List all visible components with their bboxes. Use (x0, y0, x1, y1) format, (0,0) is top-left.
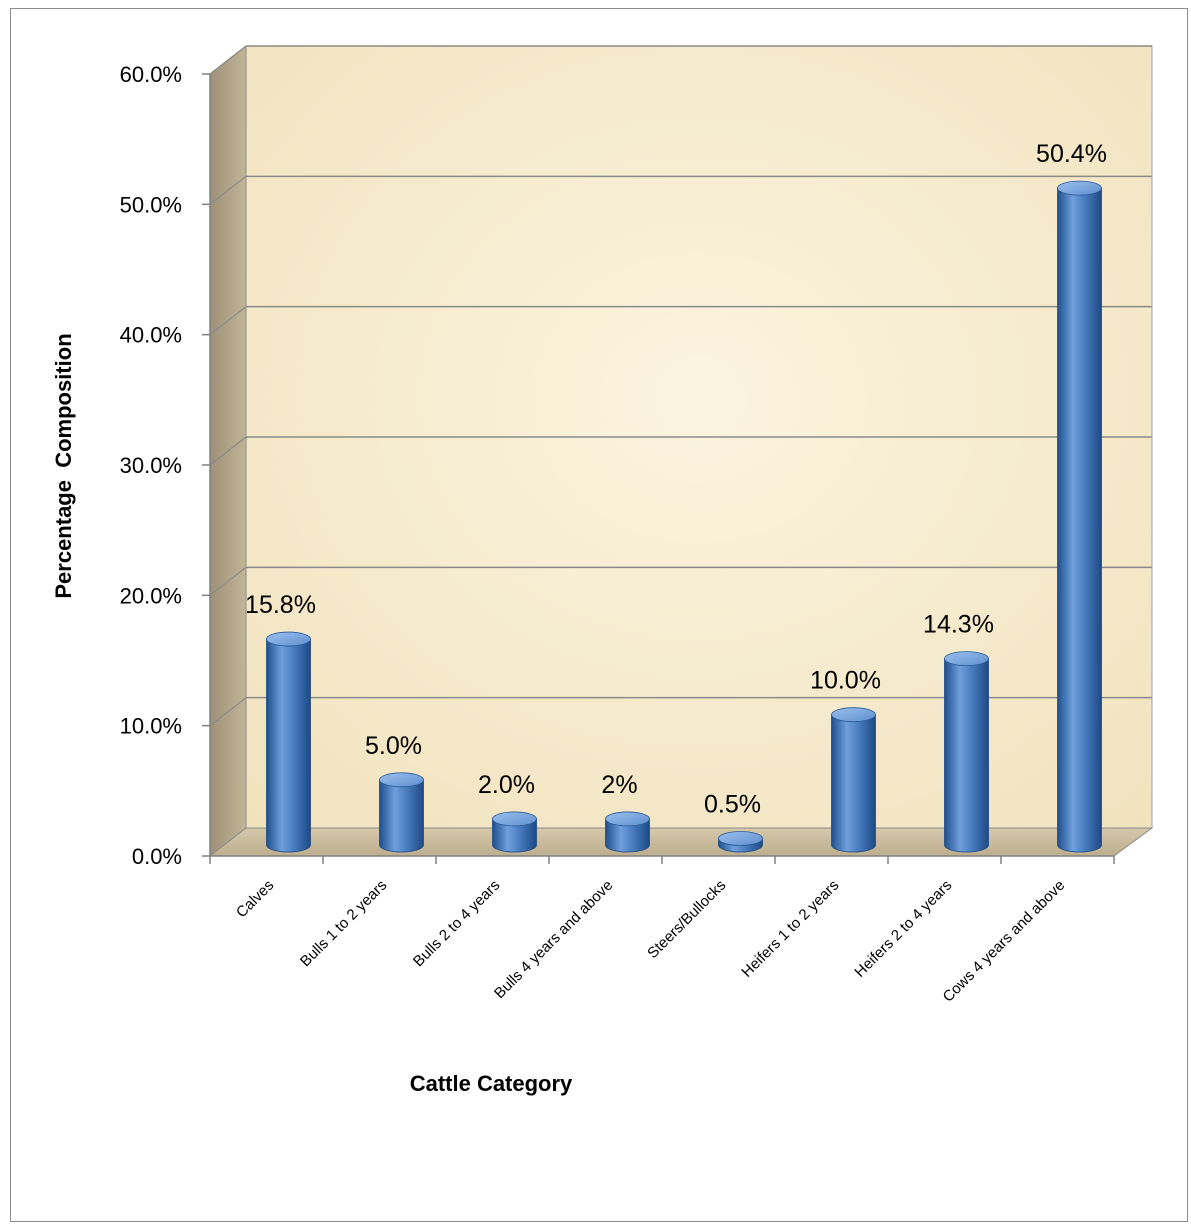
category-labels: Calves Bulls 1 to 2 years Bulls 2 to 4 yea… (233, 877, 1068, 1006)
bar-cap (831, 707, 876, 723)
bar (831, 707, 876, 853)
y-axis: 0.0% 10.0% 20.0% 30.0% 40.0% 50.0% 60.0% (120, 62, 211, 869)
gridline-side (209, 697, 247, 727)
bar-body (379, 779, 424, 853)
bar-cap (605, 811, 650, 827)
bar (718, 831, 763, 853)
y-tick-label: 30.0% (120, 453, 182, 478)
bar (492, 811, 537, 853)
y-tick-label: 60.0% (120, 62, 182, 87)
data-label: 2% (601, 771, 637, 799)
bars (266, 180, 1102, 853)
data-label: 0.5% (704, 790, 761, 818)
y-tick-label: 0.0% (132, 844, 182, 869)
bar (266, 631, 311, 853)
data-labels: 15.8% 5.0% 2.0% 2% 0.5% 10.0% 14.3% 50.4% (245, 140, 1107, 818)
bar-body (492, 818, 537, 853)
data-label: 50.4% (1036, 140, 1107, 168)
bar-cap (379, 772, 424, 788)
data-label: 5.0% (365, 732, 422, 760)
data-label: 2.0% (478, 771, 535, 799)
bar (1057, 180, 1102, 853)
category-label: Bulls 2 to 4 years (410, 877, 503, 970)
x-axis (209, 855, 1115, 864)
category-label: Calves (233, 877, 277, 921)
gridline-side (209, 175, 247, 205)
category-label: Steers/Bullocks (644, 877, 729, 962)
gridline-side (209, 306, 247, 336)
category-label: Cows 4 years and above (940, 877, 1069, 1006)
x-axis-title: Cattle Category (410, 1071, 573, 1096)
y-tick-label: 50.0% (120, 192, 182, 217)
bar-body (831, 714, 876, 853)
bar-cap (944, 651, 989, 667)
bar-cap (1057, 180, 1102, 196)
category-label: Heifers 2 to 4 years (851, 877, 955, 981)
y-tick-label: 20.0% (120, 583, 182, 608)
category-label: Bulls 1 to 2 years (297, 877, 390, 970)
y-tick-label: 40.0% (120, 323, 182, 348)
bar-body (944, 658, 989, 853)
y-tick-label: 10.0% (120, 714, 182, 739)
floor (208, 827, 1154, 857)
category-label: Bulls 4 years and above (491, 877, 616, 1002)
bar-body (1057, 187, 1102, 853)
bar-cap (718, 831, 763, 846)
data-label: 15.8% (245, 591, 316, 619)
bar-cap (266, 631, 311, 647)
bar (379, 772, 424, 853)
y-axis-title: Percentage Composition (51, 333, 76, 598)
bar (605, 811, 650, 853)
gridline-side (209, 566, 247, 596)
data-label: 10.0% (810, 667, 881, 695)
bar (944, 651, 989, 853)
gridline-side (209, 436, 247, 466)
bar-body (266, 638, 311, 853)
bar-cap (492, 811, 537, 827)
data-label: 14.3% (923, 611, 994, 639)
chart-walls (208, 44, 1154, 858)
bar-body (605, 818, 650, 853)
gridline-side (209, 45, 247, 75)
gridlines (209, 45, 1152, 727)
category-label: Heifers 1 to 2 years (738, 877, 842, 981)
